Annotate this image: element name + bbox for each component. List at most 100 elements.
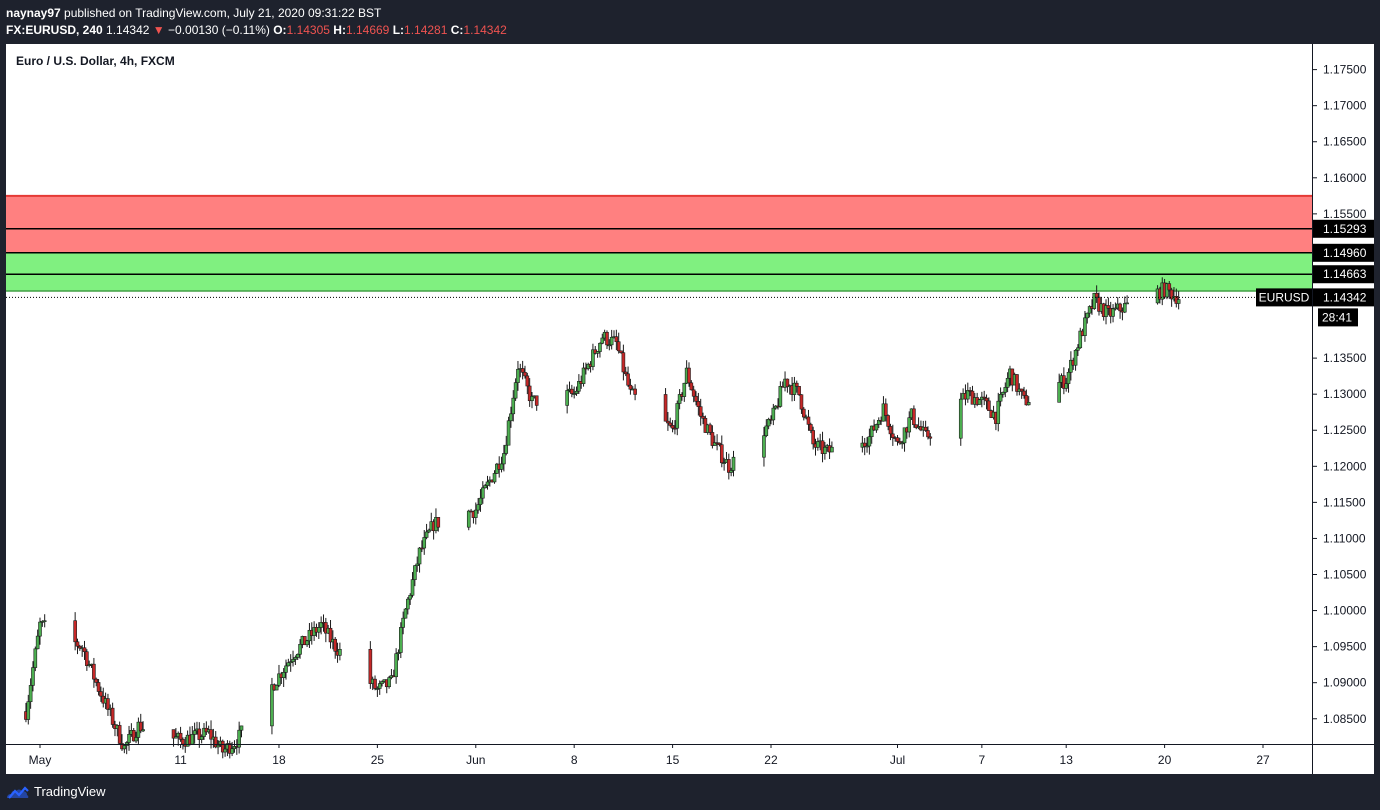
candle-body-267 (902, 427, 907, 444)
candle-body-277 (926, 430, 930, 438)
candle-body-232 (792, 382, 797, 395)
candle-body-116 (408, 594, 412, 600)
candle-body-289 (982, 396, 986, 399)
candle-body-223 (771, 407, 776, 421)
price-chart[interactable]: 1.08500 1.09000 1.09500 1.10000 1.10500 1.110… (6, 44, 1374, 774)
level-price-label-0: 1.15293 (1323, 222, 1367, 236)
price-change: −0.00130 (−0.11%) (168, 23, 270, 37)
candle-body-229 (785, 378, 790, 388)
candle-body-180 (614, 336, 619, 343)
time-tick-label-1: 11 (174, 753, 187, 767)
candle-body-74 (281, 672, 286, 678)
candle-body-335 (1118, 303, 1122, 312)
candle-body-76 (286, 662, 291, 667)
candle-body-176 (605, 331, 609, 346)
candle-body-195 (677, 394, 682, 404)
candle-body-309 (1057, 382, 1061, 403)
candle-body-256 (876, 419, 881, 425)
level-price-label-2-bg[interactable] (1313, 265, 1374, 284)
candle-body-239 (809, 424, 813, 431)
candle-body-214 (722, 462, 726, 464)
candle-body-212 (717, 442, 722, 445)
time-tick-label-9: 7 (979, 753, 986, 767)
candle-body-47 (190, 734, 195, 745)
candle-body-208 (708, 424, 712, 433)
candle-body-92 (324, 622, 328, 634)
candle-body-234 (797, 386, 801, 396)
candle-body-77 (288, 661, 293, 664)
candle-body-25 (110, 707, 115, 725)
candle-body-19 (96, 682, 101, 692)
demand-zone[interactable] (6, 252, 1312, 292)
candle-body-50 (197, 728, 202, 740)
level-price-label-1-bg[interactable] (1313, 243, 1374, 262)
candle-body-2 (28, 685, 33, 703)
candle-body-172 (595, 351, 600, 354)
time-tick-label-7: 22 (764, 753, 778, 767)
candle-body-51 (199, 736, 204, 740)
candle-body-253 (869, 425, 874, 437)
candle-body-238 (806, 416, 811, 425)
candle-body-325 (1094, 292, 1099, 298)
candle-body-269 (907, 417, 912, 433)
candle-body-148 (511, 397, 516, 415)
candle-body-200 (689, 382, 694, 391)
countdown-bg (1318, 308, 1358, 327)
candle-body-23 (106, 698, 110, 710)
candle-body-96 (333, 638, 338, 652)
candle-body-153 (523, 371, 527, 377)
candle-body-204 (698, 406, 703, 417)
publisher-name[interactable]: naynay97 (6, 6, 61, 20)
countdown-label: 28:41 (1322, 310, 1352, 324)
publish-line: naynay97 published on TradingView.com, J… (6, 6, 381, 20)
candle-body-69 (270, 684, 274, 727)
candle-body-291 (987, 400, 991, 411)
candle-body-261 (888, 426, 893, 435)
close-label: C: (450, 23, 464, 37)
supply-zone[interactable] (6, 195, 1312, 253)
candle-body-316 (1073, 349, 1078, 366)
open-value: 1.14305 (286, 23, 330, 37)
tradingview-cloud-icon[interactable] (6, 785, 30, 799)
candle-body-314 (1069, 359, 1073, 373)
last-price-label-bg[interactable] (1313, 288, 1374, 307)
candle-body-240 (811, 430, 815, 445)
candle-body-174 (600, 337, 605, 344)
candle-body-37 (138, 721, 143, 732)
candle-body-221 (766, 418, 771, 427)
open-label: O: (273, 23, 287, 37)
symbol-tag-bg[interactable] (1256, 288, 1312, 307)
candle-body-333 (1113, 307, 1118, 310)
candle-body-132 (473, 509, 478, 518)
candle-body-58 (216, 744, 220, 748)
candle-body-271 (912, 408, 916, 426)
candle-body-30 (122, 745, 127, 750)
candle-body-348 (1176, 299, 1181, 304)
candle-body-42 (178, 732, 183, 740)
candle-body-313 (1066, 371, 1071, 384)
candle-body-181 (616, 341, 621, 352)
candle-body-112 (399, 627, 403, 653)
footer-bar: TradingView (0, 774, 1380, 810)
candle-body-162 (572, 393, 576, 395)
candle-body-57 (213, 736, 218, 748)
candle-body-299 (1005, 377, 1010, 388)
candle-body-190 (666, 420, 670, 424)
candle-body-278 (928, 436, 933, 439)
candle-body-295 (996, 400, 1001, 424)
candle-body-305 (1019, 388, 1024, 392)
time-tick-label-6: 15 (666, 753, 680, 767)
candle-body-205 (701, 416, 705, 419)
publish-info: published on TradingView.com, July 21, 2… (60, 6, 382, 20)
chart-area[interactable]: 1.08500 1.09000 1.09500 1.10000 1.10500 1.110… (6, 44, 1374, 774)
chart-legend-title: Euro / U.S. Dollar, 4h, FXCM (16, 54, 175, 68)
candle-body-296 (998, 394, 1003, 402)
level-price-label-0-bg[interactable] (1313, 219, 1374, 238)
tradingview-brand[interactable]: TradingView (34, 784, 106, 799)
candle-body-32 (127, 733, 131, 743)
price-tick-label-6: 1.11500 (1323, 495, 1366, 509)
candle-body-186 (628, 384, 633, 390)
candle-body-35 (134, 737, 138, 742)
candle-body-202 (694, 395, 698, 402)
candle-body-90 (319, 622, 323, 628)
